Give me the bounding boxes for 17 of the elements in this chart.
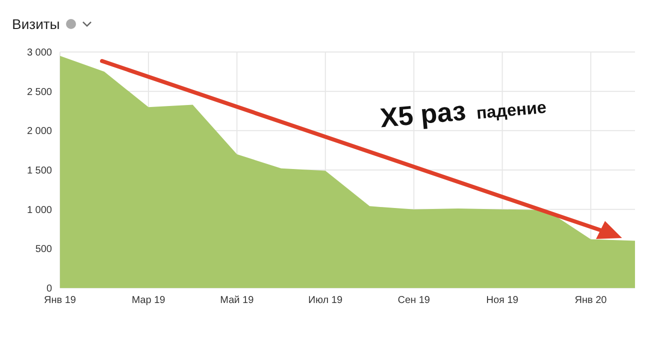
annotation: падение bbox=[476, 98, 548, 123]
y-tick-label: 1 000 bbox=[26, 204, 52, 216]
y-tick-label: 3 000 bbox=[26, 48, 52, 59]
y-tick-label: 2 000 bbox=[26, 126, 52, 138]
chart-title: Визиты bbox=[12, 16, 60, 32]
y-tick-label: 2 500 bbox=[26, 86, 52, 98]
x-tick-label: Сен 19 bbox=[398, 295, 430, 306]
x-tick-label: Июл 19 bbox=[308, 295, 343, 306]
x-tick-label: Мар 19 bbox=[132, 295, 166, 306]
y-tick-label: 0 bbox=[46, 284, 52, 295]
annotation: X5 раз bbox=[378, 96, 468, 134]
x-tick-label: Май 19 bbox=[220, 295, 254, 306]
y-tick-label: 500 bbox=[35, 244, 52, 256]
x-tick-label: Янв 19 bbox=[44, 295, 76, 306]
x-tick-label: Ноя 19 bbox=[486, 295, 519, 306]
x-tick-label: Янв 20 bbox=[574, 295, 608, 306]
y-tick-label: 1 500 bbox=[26, 166, 52, 177]
